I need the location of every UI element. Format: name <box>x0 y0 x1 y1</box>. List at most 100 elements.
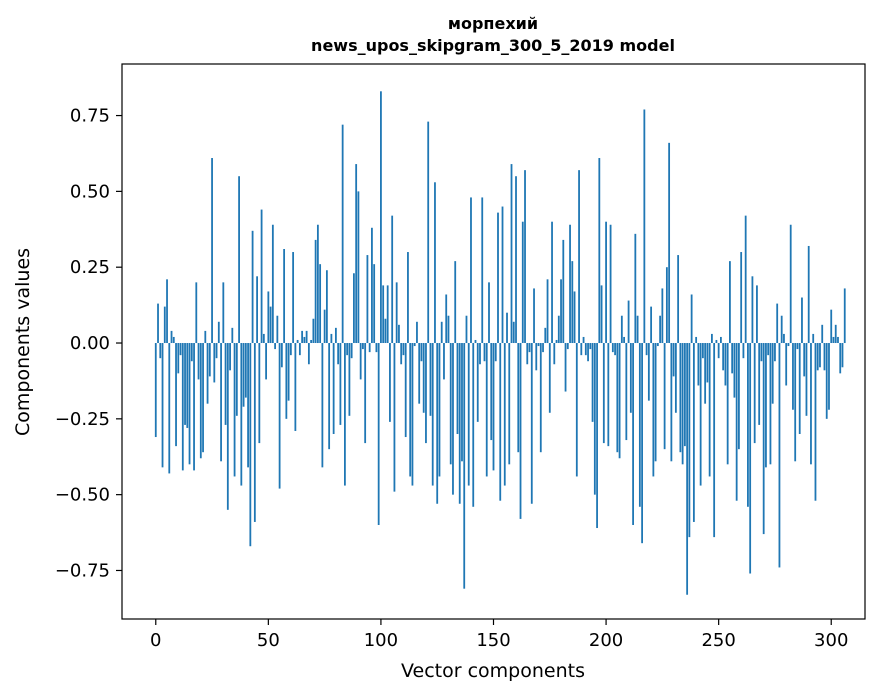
bar-141 <box>472 343 475 507</box>
bar-220 <box>650 306 653 344</box>
bar-143 <box>476 343 479 422</box>
bar-94 <box>366 255 369 344</box>
bar-203 <box>611 343 614 353</box>
bar-20 <box>199 343 202 459</box>
bar-244 <box>704 343 707 404</box>
bar-253 <box>724 343 727 386</box>
bar-46 <box>258 343 261 444</box>
bar-144 <box>479 343 481 365</box>
bar-9 <box>175 343 177 447</box>
bar-105 <box>391 215 394 344</box>
x-tick-label: 300 <box>814 630 848 651</box>
bar-120 <box>425 343 427 444</box>
bar-140 <box>470 197 472 344</box>
bar-159 <box>512 321 515 344</box>
bar-127 <box>440 321 443 344</box>
bar-176 <box>551 221 553 344</box>
bar-254 <box>726 343 729 465</box>
x-tick-label: 200 <box>589 630 623 651</box>
bar-177 <box>553 343 556 365</box>
bar-11 <box>179 343 182 356</box>
bar-124 <box>434 182 436 344</box>
bar-117 <box>418 343 421 404</box>
bar-107 <box>395 282 398 344</box>
bar-28 <box>217 321 220 344</box>
bar-74 <box>321 343 324 468</box>
bar-281 <box>787 343 790 347</box>
bar-259 <box>738 343 740 450</box>
bar-218 <box>645 343 648 356</box>
bar-6 <box>168 343 171 474</box>
bar-198 <box>600 285 603 344</box>
bars-group <box>154 91 846 595</box>
bar-15 <box>188 343 191 465</box>
bar-59 <box>287 343 290 401</box>
bar-50 <box>267 291 270 344</box>
bar-90 <box>357 191 360 344</box>
bar-296 <box>821 324 824 344</box>
bar-290 <box>807 245 810 344</box>
bar-122 <box>429 343 432 416</box>
bar-42 <box>249 343 252 547</box>
bar-190 <box>582 336 585 344</box>
bar-77 <box>328 343 331 450</box>
bar-102 <box>384 318 387 344</box>
bar-48 <box>262 333 265 344</box>
bar-257 <box>733 343 736 398</box>
bar-79 <box>332 343 335 434</box>
bar-146 <box>483 343 486 362</box>
bar-297 <box>823 343 826 371</box>
y-axis-label: Components values <box>12 248 34 436</box>
bar-160 <box>515 176 517 344</box>
bar-180 <box>560 279 562 344</box>
bar-31 <box>224 343 227 425</box>
bar-134 <box>456 343 459 434</box>
bar-135 <box>458 343 461 504</box>
bar-271 <box>765 343 767 468</box>
bar-199 <box>602 343 605 444</box>
bar-225 <box>661 288 664 344</box>
bar-166 <box>528 343 531 353</box>
bar-247 <box>711 333 713 344</box>
bar-19 <box>197 343 200 380</box>
bar-115 <box>413 343 416 347</box>
bar-1 <box>157 303 159 344</box>
bar-230 <box>672 343 675 377</box>
bar-158 <box>510 164 513 344</box>
bar-171 <box>539 343 542 453</box>
bar-83 <box>341 124 344 344</box>
bar-274 <box>771 343 774 404</box>
bar-249 <box>715 339 718 344</box>
bar-29 <box>220 343 222 462</box>
bar-70 <box>312 318 315 344</box>
bar-10 <box>177 343 180 374</box>
bar-91 <box>359 343 362 380</box>
bar-118 <box>420 343 423 362</box>
bar-197 <box>598 158 601 344</box>
bar-145 <box>481 197 484 344</box>
bar-298 <box>825 343 828 419</box>
bar-125 <box>436 343 439 504</box>
bar-286 <box>798 343 801 434</box>
bar-110 <box>402 343 405 356</box>
bar-121 <box>427 121 430 344</box>
bar-173 <box>544 327 547 344</box>
bar-78 <box>330 333 333 344</box>
bar-104 <box>389 343 391 422</box>
bar-289 <box>805 343 808 416</box>
bar-68 <box>307 343 310 365</box>
bar-81 <box>337 343 340 365</box>
bar-209 <box>625 343 628 441</box>
bar-4 <box>163 306 166 344</box>
bar-13 <box>184 343 186 425</box>
bar-215 <box>638 343 641 507</box>
bar-87 <box>350 343 353 359</box>
bar-179 <box>557 315 560 344</box>
bar-21 <box>202 343 204 453</box>
bar-111 <box>404 343 407 438</box>
bar-154 <box>501 206 504 344</box>
bar-263 <box>747 343 749 507</box>
bar-288 <box>803 343 806 377</box>
bar-39 <box>242 343 245 407</box>
bar-204 <box>614 343 616 356</box>
